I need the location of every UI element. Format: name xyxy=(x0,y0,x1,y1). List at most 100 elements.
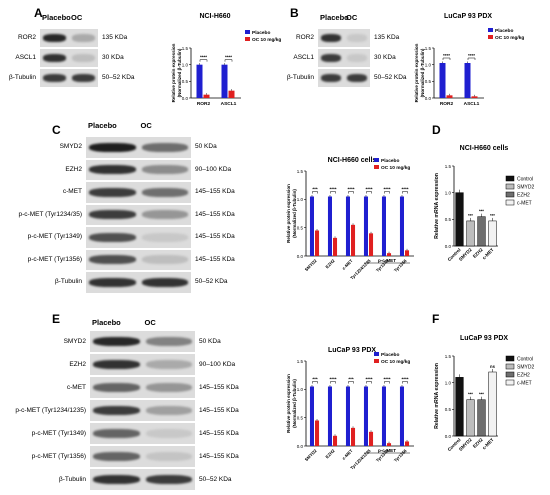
blot-strip xyxy=(86,204,191,225)
legend-swatch xyxy=(505,183,515,190)
significance-label: *** xyxy=(479,209,484,214)
blot-band xyxy=(347,34,367,42)
blot-band xyxy=(141,232,188,242)
y-axis-label: (Normalized β-Tubulin) xyxy=(292,379,297,428)
legend-label: Placebo xyxy=(495,28,513,34)
blot-strip xyxy=(40,69,98,87)
panel-letter-e: E xyxy=(52,312,61,326)
blot-band xyxy=(321,34,341,42)
legend-label: SMYD2 xyxy=(517,365,534,371)
bar xyxy=(221,64,228,98)
panel-letter-b: B xyxy=(290,6,299,20)
blot-group-label: OC xyxy=(144,318,156,327)
significance-label: **** xyxy=(383,187,390,192)
y-tick-label: 0.5 xyxy=(445,217,452,222)
significance-label: *** xyxy=(312,377,318,382)
blot-strip xyxy=(86,137,191,158)
chart-title: LuCaP 93 PDX xyxy=(460,335,508,342)
y-tick-label: 1.0 xyxy=(182,62,189,67)
blot-band xyxy=(321,74,341,82)
significance-label: **** xyxy=(329,377,336,382)
blot-protein-label: p-c-MET (Tyr1349) xyxy=(27,233,82,241)
x-tick-label: c-MET xyxy=(341,258,354,271)
y-tick-label: 0.0 xyxy=(445,244,452,249)
x-tick-label: SMYD2 xyxy=(304,258,318,272)
bar xyxy=(477,399,486,437)
blot-kda-label: 145–155 KDa xyxy=(195,188,235,196)
blot-protein-label: ROR2 xyxy=(17,34,36,41)
chart-title: LuCaP 93 PDX xyxy=(328,347,376,354)
blot-band xyxy=(145,474,192,485)
blot-kda-label: 50–52 KDa xyxy=(374,74,407,81)
y-tick-label: 0.0 xyxy=(445,434,452,439)
y-axis-label: (Normalized β-Tubulin) xyxy=(420,48,425,97)
blot-band xyxy=(43,34,66,42)
bar xyxy=(363,196,368,256)
group-label: p-c-MET xyxy=(378,448,396,453)
panel-letter-c: C xyxy=(52,123,61,137)
significance-bracket xyxy=(366,191,372,194)
blot-kda-label: 145–155 KDa xyxy=(199,406,239,414)
bar-chart-e: LuCaP 93 PDX Relative protein expression(… xyxy=(286,347,414,471)
blot-strip xyxy=(86,249,191,270)
blot-protein-label: c-MET xyxy=(66,383,86,391)
x-tick-label: SMYD2 xyxy=(458,247,473,262)
legend-swatch xyxy=(374,165,379,169)
bar xyxy=(464,63,471,98)
blot-kda-label: 145–155 KDa xyxy=(195,255,235,263)
bar xyxy=(228,90,235,98)
bar xyxy=(351,427,356,446)
y-axis-label: Relative protein expression xyxy=(286,184,291,243)
x-tick-label: c-MET xyxy=(481,247,494,260)
blot-kda-label: 50–52 KDa xyxy=(195,278,228,286)
blot-band xyxy=(93,359,140,370)
blot-protein-label: β-Tubulin xyxy=(9,74,36,81)
blot-strip xyxy=(86,272,191,293)
blot-band xyxy=(145,428,192,439)
y-tick-label: 0.0 xyxy=(182,96,189,101)
blot-band xyxy=(141,165,188,175)
bar xyxy=(471,96,478,98)
significance-label: **** xyxy=(443,53,450,58)
blot-protein-label: β-Tubulin xyxy=(59,475,86,483)
x-tick-label: ASCL1 xyxy=(221,101,237,107)
y-axis-label: (Normalized β-Tubulin) xyxy=(292,189,297,238)
bar xyxy=(327,196,332,256)
legend-swatch xyxy=(245,30,250,34)
blot-band xyxy=(141,277,188,287)
blot-band xyxy=(141,142,188,152)
blot-band xyxy=(141,255,188,265)
panel-letter-f: F xyxy=(432,312,440,326)
significance-label: **** xyxy=(200,55,207,60)
blot-group-label: Placebo xyxy=(320,13,349,22)
significance-bracket xyxy=(442,57,451,60)
blot-kda-label: 90–100 KDa xyxy=(195,165,232,173)
chart-title: NCI-H660 cells xyxy=(328,157,377,164)
blot-strip xyxy=(86,227,191,248)
chart-title: LuCaP 93 PDX xyxy=(444,13,492,20)
legend-label: OC 10 mg/kg xyxy=(381,165,410,171)
blot-kda-label: 50 KDa xyxy=(199,337,221,345)
blot-kda-label: 50–52 KDa xyxy=(199,475,232,483)
blot-protein-label: c-MET xyxy=(62,188,82,196)
chart-title: NCI-H660 xyxy=(199,13,230,20)
blot-group-label: Placebo xyxy=(88,121,117,130)
bar xyxy=(466,220,475,247)
y-tick-label: 0.5 xyxy=(182,79,189,84)
y-axis-label: Relative protein expression xyxy=(286,374,291,433)
bar-chart-b: LuCaP 93 PDX Relative protein expression(… xyxy=(414,13,524,107)
blot-band xyxy=(89,187,136,197)
legend-swatch xyxy=(505,175,515,182)
significance-bracket xyxy=(330,381,336,384)
blot-band xyxy=(89,210,136,220)
blot-protein-label: EZH2 xyxy=(65,165,82,173)
blot-kda-label: 30 KDa xyxy=(102,54,124,61)
blot-strip xyxy=(90,446,195,467)
blot-band xyxy=(43,54,66,62)
blot-strip xyxy=(90,400,195,421)
blot-kda-label: 90–100 KDa xyxy=(199,360,236,368)
blot-protein-label: ROR2 xyxy=(295,34,314,41)
significance-label: **** xyxy=(365,187,372,192)
legend-swatch xyxy=(374,352,379,356)
bar xyxy=(369,233,374,256)
